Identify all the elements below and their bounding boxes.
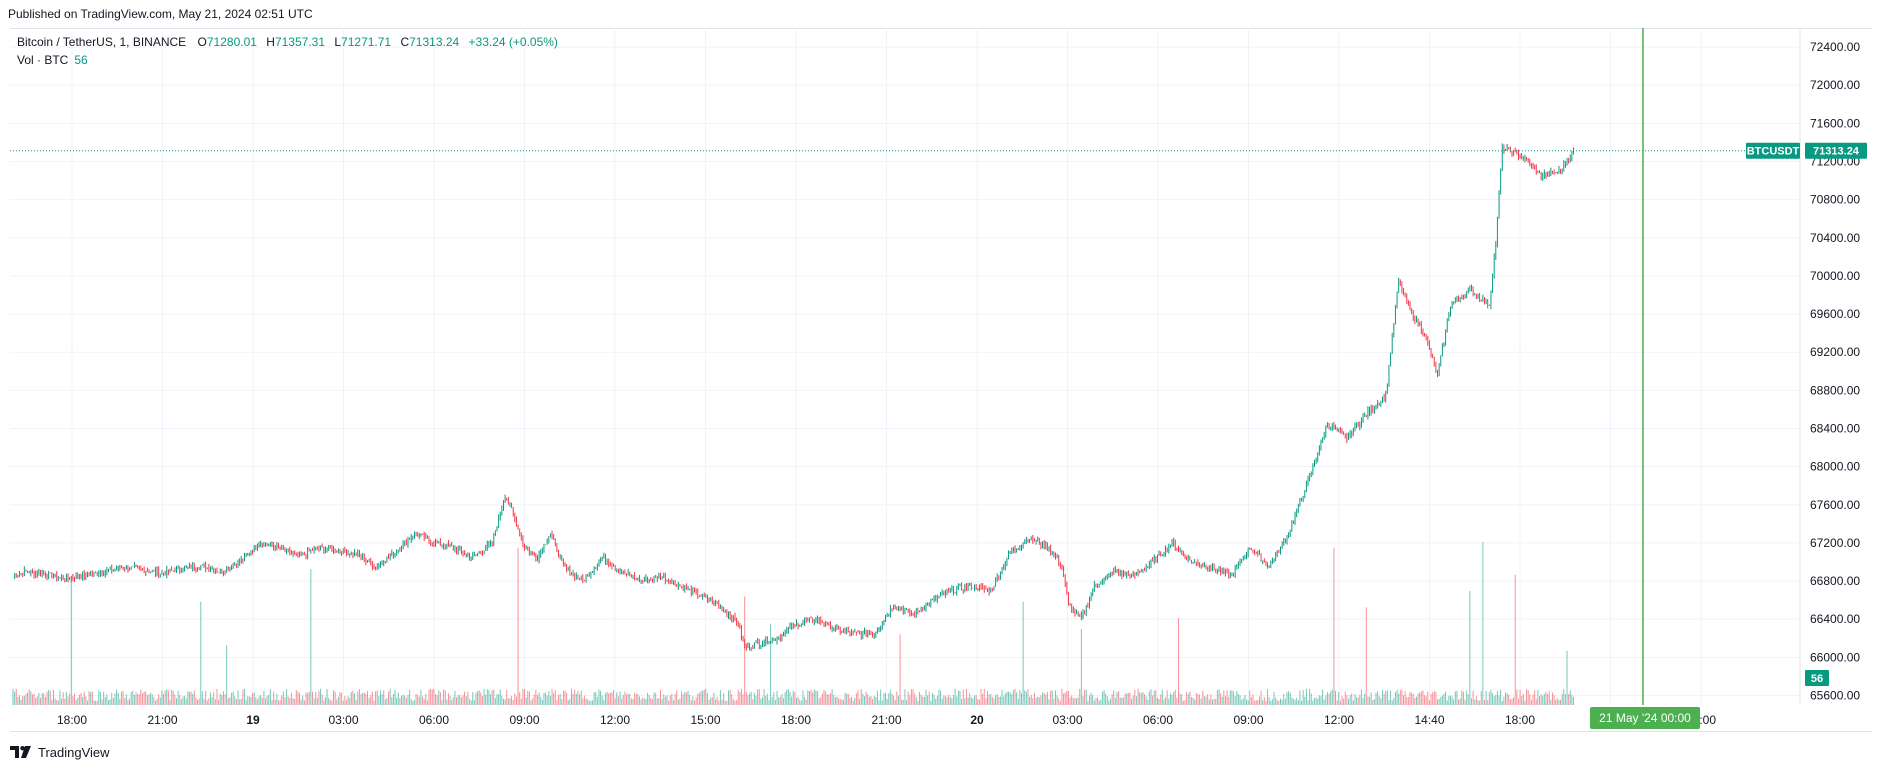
volume-badge-text: 56 xyxy=(1811,673,1823,685)
chart-frame[interactable] xyxy=(10,28,1872,732)
y-tick-label-17: 65600.00 xyxy=(1810,688,1860,702)
low-label: L xyxy=(334,35,342,49)
y-tick-label-1: 72000.00 xyxy=(1810,78,1860,92)
y-tick-label-12: 67600.00 xyxy=(1810,498,1860,512)
x-tick-label-16: 18:00 xyxy=(1505,713,1535,727)
crosshair-date-badge xyxy=(1590,707,1700,729)
x-tick-label-7: 15:00 xyxy=(690,713,720,727)
y-tick-label-13: 67200.00 xyxy=(1810,536,1860,550)
footer-branding: TradingView xyxy=(10,740,110,764)
ohlc-legend-row: Bitcoin / TetherUS, 1, BINANCE O71280.01… xyxy=(17,33,564,51)
y-tick-label-9: 68800.00 xyxy=(1810,383,1860,397)
x-tick-label-12: 06:00 xyxy=(1143,713,1173,727)
volume-label[interactable]: Vol · BTC xyxy=(17,53,69,67)
symbol-price-badge xyxy=(1746,142,1800,159)
x-tick-label-5: 09:00 xyxy=(509,713,539,727)
low-value: 71271.71 xyxy=(341,35,392,49)
tradingview-logo-icon xyxy=(10,746,31,758)
y-tick-label-16: 66000.00 xyxy=(1810,650,1860,664)
y-tick-label-8: 69200.00 xyxy=(1810,345,1860,359)
x-tick-label-4: 06:00 xyxy=(419,713,449,727)
crosshair-date-text: 21 May '24 00:00 xyxy=(1599,711,1691,725)
tradingview-brand: TradingView xyxy=(38,744,110,760)
x-tick-label-15: 14:40 xyxy=(1414,713,1444,727)
y-tick-label-14: 66800.00 xyxy=(1810,574,1860,588)
y-tick-label-0: 72400.00 xyxy=(1810,40,1860,54)
last-price-badge-text: 71313.24 xyxy=(1813,146,1860,158)
last-price-badge xyxy=(1805,142,1867,159)
y-tick-label-4: 70800.00 xyxy=(1810,193,1860,207)
y-tick-label-5: 70400.00 xyxy=(1810,231,1860,245)
y-tick-label-11: 68000.00 xyxy=(1810,460,1860,474)
y-tick-label-15: 66400.00 xyxy=(1810,612,1860,626)
y-tick-label-2: 71600.00 xyxy=(1810,116,1860,130)
x-tick-label-9: 21:00 xyxy=(871,713,901,727)
x-tick-label-11: 03:00 xyxy=(1052,713,1082,727)
x-tick-label-2: 19 xyxy=(246,713,260,727)
open-label: O xyxy=(197,35,207,49)
high-value: 71357.31 xyxy=(274,35,326,49)
close-value: 71313.24 xyxy=(409,35,460,49)
change-value: +33.24 (+0.05%) xyxy=(468,35,558,49)
volume-legend-row: Vol · BTC 56 xyxy=(17,51,564,69)
price-chart[interactable]: 72400.0072000.0071600.0071200.0070800.00… xyxy=(0,0,1882,740)
published-text: Published on TradingView.com, May 21, 20… xyxy=(8,7,313,21)
x-tick-label-1: 21:00 xyxy=(147,713,177,727)
x-tick-label-0: 18:00 xyxy=(57,713,87,727)
symbol-title[interactable]: Bitcoin / TetherUS, 1, BINANCE xyxy=(17,35,187,49)
chart-legend: Bitcoin / TetherUS, 1, BINANCE O71280.01… xyxy=(17,33,564,69)
published-header: Published on TradingView.com, May 21, 20… xyxy=(0,0,1882,28)
close-label: C xyxy=(400,35,410,49)
y-tick-label-6: 70000.00 xyxy=(1810,269,1860,283)
high-label: H xyxy=(266,35,275,49)
y-tick-label-10: 68400.00 xyxy=(1810,421,1860,435)
open-value: 71280.01 xyxy=(206,35,257,49)
x-tick-label-6: 12:00 xyxy=(600,713,630,727)
x-tick-label-8: 18:00 xyxy=(781,713,811,727)
volume-badge xyxy=(1805,670,1829,686)
x-tick-label-10: 20 xyxy=(970,713,984,727)
symbol-price-badge-text: BTCUSDT xyxy=(1747,146,1800,158)
x-tick-label-3: 03:00 xyxy=(328,713,358,727)
x-tick-label-13: 09:00 xyxy=(1233,713,1263,727)
x-tick-label-14: 12:00 xyxy=(1324,713,1354,727)
y-tick-label-7: 69600.00 xyxy=(1810,307,1860,321)
volume-value: 56 xyxy=(74,53,88,67)
